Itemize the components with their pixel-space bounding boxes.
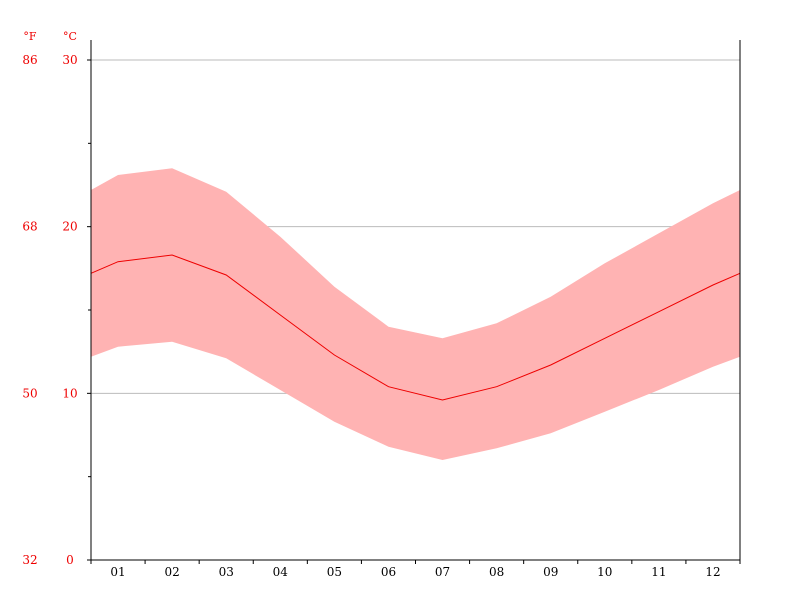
mean-temperature-line <box>90 254 741 401</box>
fahrenheit-tick-label: 86 <box>22 53 37 67</box>
month-tick-label: 05 <box>327 565 342 579</box>
celsius-tick-label: 30 <box>62 53 77 67</box>
x-ticks <box>90 560 741 564</box>
y-tick-labels: 86 68 50 32 30 20 10 0 <box>22 53 77 567</box>
month-tick-label: 01 <box>110 565 125 579</box>
month-tick-label: 03 <box>219 565 234 579</box>
axes <box>87 40 741 561</box>
month-tick-label: 09 <box>543 565 558 579</box>
celsius-unit-label: °C <box>63 30 77 43</box>
month-tick-label: 12 <box>705 565 720 579</box>
temperature-range-band <box>91 168 740 461</box>
celsius-tick-label: 10 <box>62 386 77 400</box>
fahrenheit-tick-label: 32 <box>22 553 37 567</box>
month-tick-label: 08 <box>489 565 504 579</box>
fahrenheit-tick-label: 68 <box>22 220 37 234</box>
month-tick-label: 10 <box>597 565 612 579</box>
month-tick-label: 07 <box>435 565 450 579</box>
month-tick-label: 02 <box>164 565 179 579</box>
fahrenheit-unit-label: °F <box>23 30 37 43</box>
month-tick-label: 04 <box>273 565 289 579</box>
x-tick-labels: 01 02 03 04 05 06 07 08 09 10 11 12 <box>110 565 720 579</box>
fahrenheit-tick-label: 50 <box>22 386 37 400</box>
y-ticks <box>87 59 91 561</box>
month-tick-label: 06 <box>381 565 396 579</box>
celsius-tick-label: 0 <box>66 553 74 567</box>
month-tick-label: 11 <box>651 565 666 579</box>
celsius-tick-label: 20 <box>62 220 77 234</box>
